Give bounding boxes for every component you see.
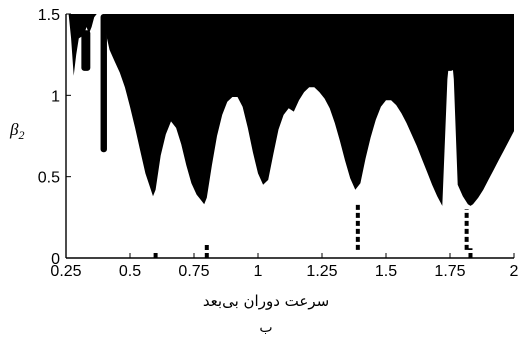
instability-island — [100, 14, 107, 153]
y-tick-labels: 0 0.5 1 1.5 — [38, 7, 71, 268]
axes — [65, 14, 514, 259]
x-axis-label: سرعت دوران بی‌بعد — [202, 292, 330, 310]
x-tick-label: 1.25 — [306, 263, 337, 280]
y-tick-label: 1.5 — [38, 7, 60, 24]
y-axis-label: β2 — [9, 120, 24, 142]
x-tick-label: 2 — [510, 263, 519, 280]
x-tick-labels: 0.25 0.5 0.75 1 1.25 1.5 1.75 2 — [50, 253, 519, 280]
instability-island — [81, 30, 91, 71]
instability-region — [66, 14, 514, 206]
y-axis-label-symbol: β — [9, 120, 19, 139]
instability-island — [444, 43, 454, 71]
x-tick-label: 1.75 — [434, 263, 465, 280]
x-tick-label: 0.25 — [50, 263, 81, 280]
x-tick-label: 1 — [254, 263, 263, 280]
x-tick-label: 1.5 — [375, 263, 397, 280]
x-tick-label: 0.5 — [119, 263, 141, 280]
y-axis-label-subscript: 2 — [18, 128, 24, 142]
y-tick-label: 0.5 — [38, 170, 60, 187]
y-tick-label: 0 — [51, 251, 60, 268]
figure-caption: ب — [259, 320, 273, 336]
plot-area — [66, 14, 514, 258]
x-tick-label: 0.75 — [178, 263, 209, 280]
y-tick-label: 1 — [51, 88, 60, 105]
